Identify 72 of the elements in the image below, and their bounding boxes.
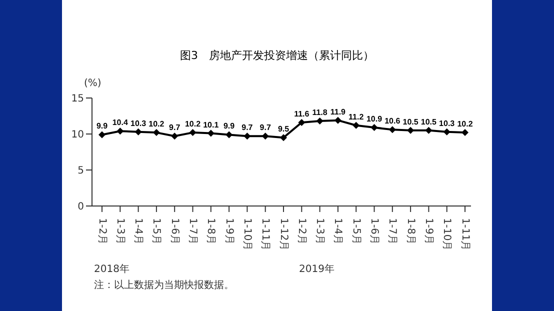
x-tick-label: 1-4月	[132, 218, 144, 244]
x-tick-label: 1-6月	[168, 218, 180, 244]
point	[116, 128, 124, 135]
data-label: 9.9	[96, 122, 108, 131]
point	[226, 131, 233, 138]
data-label: 9.5	[278, 124, 290, 134]
data-label: 9.7	[260, 123, 272, 132]
point	[443, 128, 450, 136]
data-label: 10.2	[148, 120, 165, 129]
x-tick-label: 1-4月	[332, 218, 344, 244]
point	[207, 130, 214, 137]
data-label: 10.9	[366, 114, 383, 124]
y-tick-label: 15	[71, 94, 84, 105]
x-tick-label: 1-11月	[459, 218, 470, 251]
text: 注：以上数据为当期快报数据。	[94, 278, 234, 292]
data-label: 9.7	[242, 123, 254, 132]
data-label: 10.6	[384, 116, 401, 126]
y-tick-label: 5	[78, 166, 84, 177]
x-tick-label: 1-9月	[422, 218, 434, 244]
x-tick-label: 1-10月	[241, 218, 252, 251]
x-tick-label: 1-6月	[368, 218, 380, 244]
point	[316, 118, 324, 125]
point	[280, 134, 287, 142]
y-tick-label: 0	[78, 202, 84, 213]
text: 2019年	[299, 263, 334, 276]
point	[189, 129, 196, 136]
data-label: 10.3	[130, 118, 147, 128]
chart-title: 图3 房地产开发投资增速（累计同比）	[179, 48, 375, 63]
x-tick-label: 1-5月	[150, 218, 162, 244]
point	[352, 122, 360, 129]
x-tick-label: 1-8月	[205, 218, 216, 244]
x-tick-label: 1-3月	[114, 218, 126, 244]
y-tick-label: 10	[71, 130, 84, 141]
x-tick-label: 1-8月	[404, 218, 416, 244]
point	[98, 131, 106, 138]
point	[134, 128, 142, 136]
data-label: 11.8	[312, 108, 328, 118]
data-label: 10.2	[184, 120, 202, 129]
data-label: 10.3	[439, 118, 456, 128]
y-axis-title: (%)	[84, 78, 102, 89]
data-label: 11.2	[348, 112, 364, 122]
x-tick-label: 1-10月	[441, 218, 452, 251]
x-tick-label: 1-5月	[350, 218, 362, 244]
data-label: 10.2	[457, 120, 474, 129]
point	[425, 126, 432, 134]
data-label: 9.7	[169, 123, 181, 132]
data-label: 10.5	[420, 117, 438, 126]
point	[388, 126, 396, 134]
point	[370, 124, 378, 132]
data-label: 10.5	[402, 117, 419, 126]
x-tick-label: 1-11月	[260, 218, 271, 251]
data-label: 9.9	[223, 122, 236, 131]
text: 2018年	[94, 263, 130, 276]
x-tick-label: 1-3月	[314, 218, 326, 244]
x-tick-label: 1-7月	[187, 218, 198, 244]
data-label: 11.9	[330, 107, 346, 116]
point	[334, 116, 342, 124]
point	[152, 129, 160, 136]
x-tick-label: 1-2月	[296, 218, 307, 244]
x-tick-label: 1-9月	[223, 218, 234, 244]
point	[171, 132, 178, 140]
point	[462, 129, 468, 136]
x-tick-label: 1-7月	[386, 218, 398, 244]
x-tick-label: 1-2月	[96, 218, 108, 244]
x-tick-label: 1-12月	[278, 218, 289, 251]
point	[262, 132, 269, 140]
point	[407, 126, 414, 134]
data-label: 10.4	[112, 118, 128, 128]
data-label: 11.6	[294, 109, 310, 118]
point	[298, 118, 306, 126]
data-label: 10.1	[203, 120, 220, 130]
point	[244, 132, 251, 140]
